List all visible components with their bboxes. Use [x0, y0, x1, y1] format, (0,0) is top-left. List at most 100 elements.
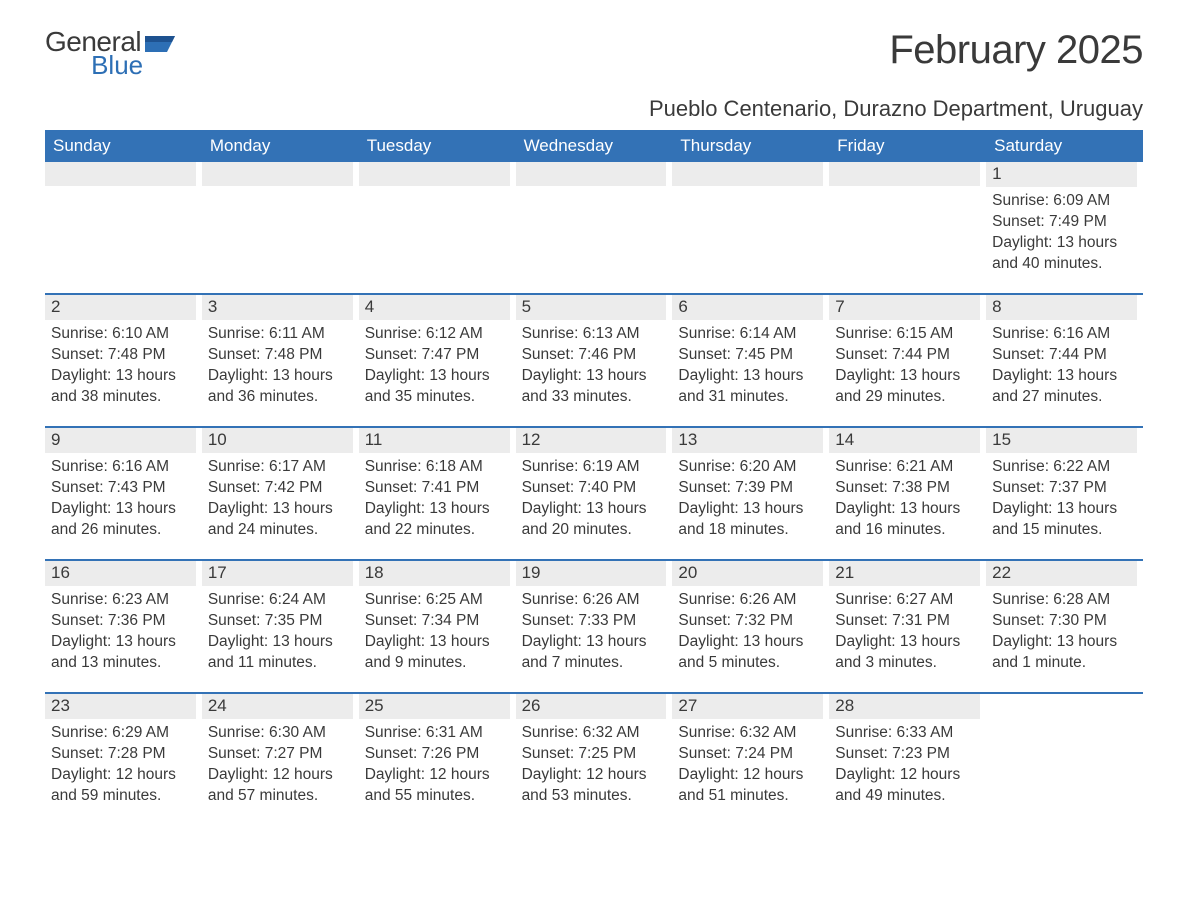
sunset-line: Sunset: 7:40 PM — [522, 478, 667, 499]
day-number: 22 — [986, 561, 1137, 586]
day-cell: 15Sunrise: 6:22 AMSunset: 7:37 PMDayligh… — [986, 428, 1143, 543]
sunset-line: Sunset: 7:44 PM — [992, 345, 1137, 366]
month-title: February 2025 — [889, 28, 1143, 73]
day-cell — [45, 162, 202, 277]
sunset-line: Sunset: 7:27 PM — [208, 744, 353, 765]
week-row: 1Sunrise: 6:09 AMSunset: 7:49 PMDaylight… — [45, 162, 1143, 277]
empty-day-bar — [202, 162, 353, 186]
sunrise-line: Sunrise: 6:24 AM — [208, 590, 353, 611]
logo: General Blue — [45, 28, 183, 78]
sunset-line: Sunset: 7:33 PM — [522, 611, 667, 632]
daylight-line: Daylight: 13 hours and 40 minutes. — [992, 233, 1137, 275]
day-number: 28 — [829, 694, 980, 719]
sunrise-line: Sunrise: 6:22 AM — [992, 457, 1137, 478]
day-cell — [986, 694, 1143, 809]
sunset-line: Sunset: 7:35 PM — [208, 611, 353, 632]
day-details: Sunrise: 6:30 AMSunset: 7:27 PMDaylight:… — [202, 719, 353, 807]
sunset-line: Sunset: 7:43 PM — [51, 478, 196, 499]
day-details: Sunrise: 6:26 AMSunset: 7:33 PMDaylight:… — [516, 586, 667, 674]
day-of-week-header: Sunday Monday Tuesday Wednesday Thursday… — [45, 130, 1143, 162]
sunset-line: Sunset: 7:39 PM — [678, 478, 823, 499]
sunrise-line: Sunrise: 6:18 AM — [365, 457, 510, 478]
day-cell — [672, 162, 829, 277]
sunrise-line: Sunrise: 6:32 AM — [522, 723, 667, 744]
day-details: Sunrise: 6:19 AMSunset: 7:40 PMDaylight:… — [516, 453, 667, 541]
sunset-line: Sunset: 7:49 PM — [992, 212, 1137, 233]
day-details: Sunrise: 6:16 AMSunset: 7:44 PMDaylight:… — [986, 320, 1137, 408]
day-number: 4 — [359, 295, 510, 320]
day-details: Sunrise: 6:14 AMSunset: 7:45 PMDaylight:… — [672, 320, 823, 408]
sunset-line: Sunset: 7:45 PM — [678, 345, 823, 366]
sunrise-line: Sunrise: 6:29 AM — [51, 723, 196, 744]
daylight-line: Daylight: 13 hours and 22 minutes. — [365, 499, 510, 541]
sunset-line: Sunset: 7:42 PM — [208, 478, 353, 499]
daylight-line: Daylight: 13 hours and 15 minutes. — [992, 499, 1137, 541]
daylight-line: Daylight: 13 hours and 24 minutes. — [208, 499, 353, 541]
daylight-line: Daylight: 13 hours and 20 minutes. — [522, 499, 667, 541]
location-subtitle: Pueblo Centenario, Durazno Department, U… — [45, 96, 1143, 122]
day-details: Sunrise: 6:27 AMSunset: 7:31 PMDaylight:… — [829, 586, 980, 674]
daylight-line: Daylight: 13 hours and 26 minutes. — [51, 499, 196, 541]
dow-friday: Friday — [829, 130, 986, 162]
day-details: Sunrise: 6:10 AMSunset: 7:48 PMDaylight:… — [45, 320, 196, 408]
daylight-line: Daylight: 13 hours and 13 minutes. — [51, 632, 196, 674]
empty-day-bar — [672, 162, 823, 186]
dow-thursday: Thursday — [672, 130, 829, 162]
weeks-container: 1Sunrise: 6:09 AMSunset: 7:49 PMDaylight… — [45, 162, 1143, 809]
empty-day-bar — [45, 162, 196, 186]
day-cell: 25Sunrise: 6:31 AMSunset: 7:26 PMDayligh… — [359, 694, 516, 809]
daylight-line: Daylight: 13 hours and 9 minutes. — [365, 632, 510, 674]
dow-saturday: Saturday — [986, 130, 1143, 162]
daylight-line: Daylight: 13 hours and 35 minutes. — [365, 366, 510, 408]
sunrise-line: Sunrise: 6:16 AM — [992, 324, 1137, 345]
day-details: Sunrise: 6:18 AMSunset: 7:41 PMDaylight:… — [359, 453, 510, 541]
day-cell: 12Sunrise: 6:19 AMSunset: 7:40 PMDayligh… — [516, 428, 673, 543]
day-number: 7 — [829, 295, 980, 320]
sunset-line: Sunset: 7:32 PM — [678, 611, 823, 632]
day-details: Sunrise: 6:09 AMSunset: 7:49 PMDaylight:… — [986, 187, 1137, 275]
sunrise-line: Sunrise: 6:10 AM — [51, 324, 196, 345]
day-cell: 28Sunrise: 6:33 AMSunset: 7:23 PMDayligh… — [829, 694, 986, 809]
day-cell: 6Sunrise: 6:14 AMSunset: 7:45 PMDaylight… — [672, 295, 829, 410]
day-number: 20 — [672, 561, 823, 586]
sunrise-line: Sunrise: 6:13 AM — [522, 324, 667, 345]
sunset-line: Sunset: 7:48 PM — [208, 345, 353, 366]
sunrise-line: Sunrise: 6:27 AM — [835, 590, 980, 611]
sunrise-line: Sunrise: 6:20 AM — [678, 457, 823, 478]
header: General Blue February 2025 — [45, 28, 1143, 78]
daylight-line: Daylight: 13 hours and 16 minutes. — [835, 499, 980, 541]
day-cell: 17Sunrise: 6:24 AMSunset: 7:35 PMDayligh… — [202, 561, 359, 676]
week-row: 2Sunrise: 6:10 AMSunset: 7:48 PMDaylight… — [45, 293, 1143, 410]
daylight-line: Daylight: 13 hours and 33 minutes. — [522, 366, 667, 408]
day-cell: 13Sunrise: 6:20 AMSunset: 7:39 PMDayligh… — [672, 428, 829, 543]
sunrise-line: Sunrise: 6:17 AM — [208, 457, 353, 478]
calendar: Sunday Monday Tuesday Wednesday Thursday… — [45, 130, 1143, 809]
sunset-line: Sunset: 7:30 PM — [992, 611, 1137, 632]
day-details: Sunrise: 6:16 AMSunset: 7:43 PMDaylight:… — [45, 453, 196, 541]
day-cell: 11Sunrise: 6:18 AMSunset: 7:41 PMDayligh… — [359, 428, 516, 543]
day-cell: 21Sunrise: 6:27 AMSunset: 7:31 PMDayligh… — [829, 561, 986, 676]
logo-text: General Blue — [45, 28, 141, 78]
sunset-line: Sunset: 7:38 PM — [835, 478, 980, 499]
day-cell: 9Sunrise: 6:16 AMSunset: 7:43 PMDaylight… — [45, 428, 202, 543]
sunset-line: Sunset: 7:47 PM — [365, 345, 510, 366]
day-number: 1 — [986, 162, 1137, 187]
day-details: Sunrise: 6:22 AMSunset: 7:37 PMDaylight:… — [986, 453, 1137, 541]
sunrise-line: Sunrise: 6:21 AM — [835, 457, 980, 478]
day-number: 24 — [202, 694, 353, 719]
sunrise-line: Sunrise: 6:32 AM — [678, 723, 823, 744]
daylight-line: Daylight: 12 hours and 57 minutes. — [208, 765, 353, 807]
day-details: Sunrise: 6:28 AMSunset: 7:30 PMDaylight:… — [986, 586, 1137, 674]
empty-day-bar — [359, 162, 510, 186]
sunset-line: Sunset: 7:26 PM — [365, 744, 510, 765]
daylight-line: Daylight: 12 hours and 55 minutes. — [365, 765, 510, 807]
day-cell: 7Sunrise: 6:15 AMSunset: 7:44 PMDaylight… — [829, 295, 986, 410]
daylight-line: Daylight: 13 hours and 29 minutes. — [835, 366, 980, 408]
daylight-line: Daylight: 13 hours and 1 minute. — [992, 632, 1137, 674]
day-details: Sunrise: 6:25 AMSunset: 7:34 PMDaylight:… — [359, 586, 510, 674]
sunset-line: Sunset: 7:44 PM — [835, 345, 980, 366]
sunset-line: Sunset: 7:31 PM — [835, 611, 980, 632]
daylight-line: Daylight: 12 hours and 53 minutes. — [522, 765, 667, 807]
daylight-line: Daylight: 13 hours and 11 minutes. — [208, 632, 353, 674]
dow-monday: Monday — [202, 130, 359, 162]
